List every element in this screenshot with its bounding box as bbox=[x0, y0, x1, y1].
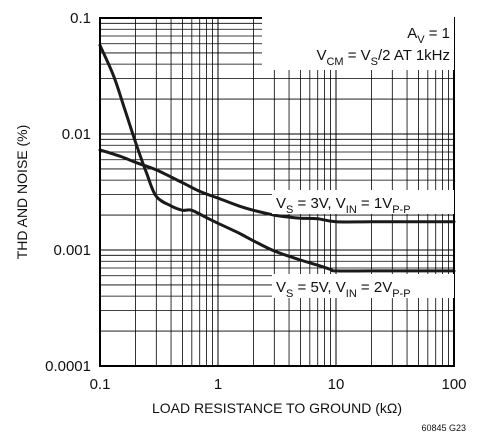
y-tick-label: 0.001 bbox=[53, 242, 91, 259]
x-tick-label: 0.1 bbox=[90, 376, 111, 393]
series-line-5v bbox=[98, 43, 456, 273]
gain-condition: AV = 1 bbox=[407, 25, 450, 46]
vcm-condition: VCM = VS/2 AT 1kHz bbox=[316, 47, 450, 68]
x-tick-label: 1 bbox=[214, 376, 222, 393]
y-tick-label: 0.01 bbox=[62, 126, 91, 143]
series-label-5v: VS = 5V, VIN = 2VP-P bbox=[276, 279, 411, 300]
y-tick-label: 0.1 bbox=[70, 10, 91, 27]
y-tick-label: 0.0001 bbox=[45, 358, 91, 375]
series1-label-backdrop bbox=[272, 190, 454, 214]
x-axis-title: LOAD RESISTANCE TO GROUND (kΩ) bbox=[152, 400, 402, 416]
x-tick-label: 10 bbox=[328, 376, 345, 393]
figure-id: 60845 G23 bbox=[421, 423, 466, 433]
x-tick-label: 100 bbox=[441, 376, 466, 393]
series2-label-backdrop bbox=[272, 274, 454, 298]
y-axis-title: THD AND NOISE (%) bbox=[14, 125, 30, 260]
conditions-backdrop bbox=[262, 16, 454, 70]
series-line-3v bbox=[98, 148, 456, 224]
series-label-3v: VS = 3V, VIN = 1VP-P bbox=[276, 195, 411, 216]
series-curves bbox=[98, 43, 456, 273]
